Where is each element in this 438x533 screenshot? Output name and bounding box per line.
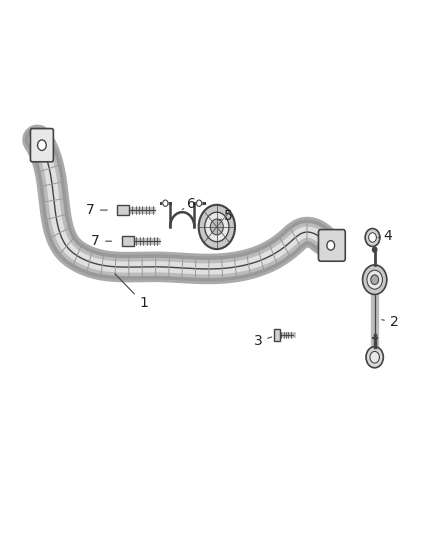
- Circle shape: [38, 140, 46, 150]
- Circle shape: [199, 205, 235, 249]
- Text: 7: 7: [86, 203, 107, 217]
- FancyBboxPatch shape: [31, 128, 53, 162]
- Text: 4: 4: [378, 229, 392, 243]
- Text: 6: 6: [182, 197, 195, 211]
- Circle shape: [370, 351, 379, 363]
- Text: 1: 1: [115, 274, 148, 310]
- Polygon shape: [117, 205, 130, 215]
- Polygon shape: [122, 236, 134, 246]
- FancyBboxPatch shape: [274, 329, 280, 341]
- Circle shape: [366, 346, 383, 368]
- Circle shape: [367, 270, 382, 289]
- FancyBboxPatch shape: [318, 230, 345, 261]
- Circle shape: [163, 200, 168, 206]
- Circle shape: [210, 219, 223, 235]
- Circle shape: [371, 275, 378, 285]
- Circle shape: [327, 241, 335, 250]
- Text: 2: 2: [382, 315, 399, 329]
- Circle shape: [369, 233, 376, 242]
- Circle shape: [372, 247, 377, 252]
- Text: 5: 5: [219, 209, 233, 223]
- Circle shape: [197, 200, 202, 206]
- Circle shape: [365, 229, 380, 246]
- Text: 7: 7: [92, 234, 112, 248]
- Text: 3: 3: [254, 334, 272, 349]
- Circle shape: [363, 265, 387, 294]
- Circle shape: [205, 212, 229, 241]
